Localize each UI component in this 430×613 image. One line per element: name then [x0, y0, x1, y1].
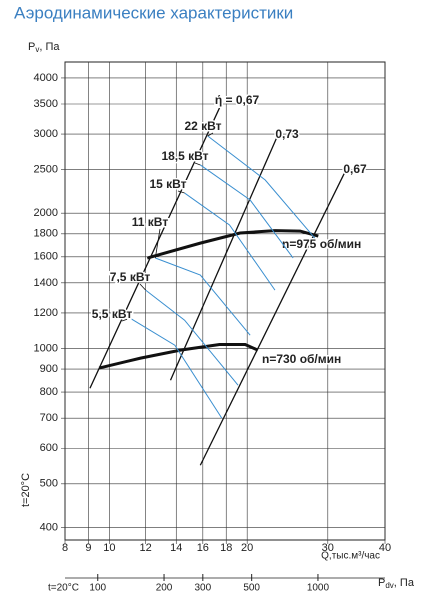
pdv-tick-label: 200 — [156, 583, 173, 594]
series-label: 0,67 — [343, 162, 367, 176]
y-tick-label: 1400 — [34, 277, 58, 289]
y-tick-label: 1200 — [34, 307, 58, 319]
pdv-tick-label: 1000 — [307, 583, 330, 594]
x-tick-label: 30 — [322, 542, 334, 554]
series-label: 18,5 кВт — [161, 149, 208, 163]
curve — [184, 192, 276, 291]
y-note: t=20°C — [20, 473, 32, 507]
y-tick-label: 1600 — [34, 251, 58, 263]
x-tick-label: 14 — [170, 542, 182, 554]
curve — [89, 107, 221, 389]
curve — [145, 289, 239, 386]
y-tick-label: 3500 — [34, 98, 58, 110]
y-tick-label: 500 — [40, 478, 58, 490]
leader — [139, 283, 146, 291]
curve — [155, 257, 251, 336]
y-tick-label: 4000 — [34, 72, 58, 84]
pdv-tick-label: 500 — [243, 583, 260, 594]
y-tick-label: 1800 — [34, 228, 58, 240]
y-tick-label: 3000 — [34, 128, 58, 140]
series-label: 0,73 — [275, 127, 299, 141]
x-tick-label: 8 — [62, 542, 68, 554]
chart-title: Аэродинамические характеристики — [14, 3, 293, 22]
curve — [199, 171, 346, 466]
y-tick-label: 2500 — [34, 164, 58, 176]
series-label: 5,5 кВт — [92, 307, 133, 321]
pdv-label: Pdv, Па — [378, 577, 415, 590]
curve — [169, 129, 281, 381]
pdv-tick-label: 100 — [89, 583, 106, 594]
x-tick-label: 20 — [241, 542, 253, 554]
leader — [194, 162, 201, 166]
y-axis-label: Pv, Па — [28, 41, 60, 54]
curve — [98, 342, 259, 370]
x-tick-label: 16 — [197, 542, 209, 554]
x-tick-label: 9 — [85, 542, 91, 554]
series-label: n=975 об/мин — [282, 237, 361, 251]
leader — [121, 317, 131, 322]
x-tick-label: 10 — [103, 542, 115, 554]
series-label: 11 кВт — [132, 215, 169, 229]
x-axis-label: Q,тыс.м³/час — [321, 551, 380, 562]
curve — [207, 135, 316, 239]
leader — [154, 228, 161, 259]
curve — [146, 229, 319, 260]
y-tick-label: 900 — [40, 363, 58, 375]
curve — [200, 164, 294, 259]
pdv-note: t=20°C — [48, 583, 79, 594]
y-tick-label: 400 — [40, 521, 58, 533]
series-label: 22 кВт — [184, 119, 221, 133]
series-label: n=730 об/мин — [262, 352, 341, 366]
x-tick-label: 18 — [220, 542, 232, 554]
pdv-tick-label: 300 — [194, 583, 211, 594]
y-tick-label: 600 — [40, 442, 58, 454]
plot-frame — [64, 61, 386, 541]
y-tick-label: 800 — [40, 386, 58, 398]
x-tick-label: 40 — [379, 542, 391, 554]
x-tick-label: 12 — [139, 542, 151, 554]
series-label: 15 кВт — [149, 177, 186, 191]
y-tick-label: 1000 — [34, 342, 58, 354]
y-tick-label: 2000 — [34, 207, 58, 219]
leader — [207, 132, 214, 137]
y-tick-label: 700 — [40, 412, 58, 424]
series-label: ή = 0,67 — [215, 93, 260, 107]
leader — [177, 190, 185, 194]
curve — [129, 317, 223, 419]
series-label: 7,5 кВт — [110, 270, 151, 284]
